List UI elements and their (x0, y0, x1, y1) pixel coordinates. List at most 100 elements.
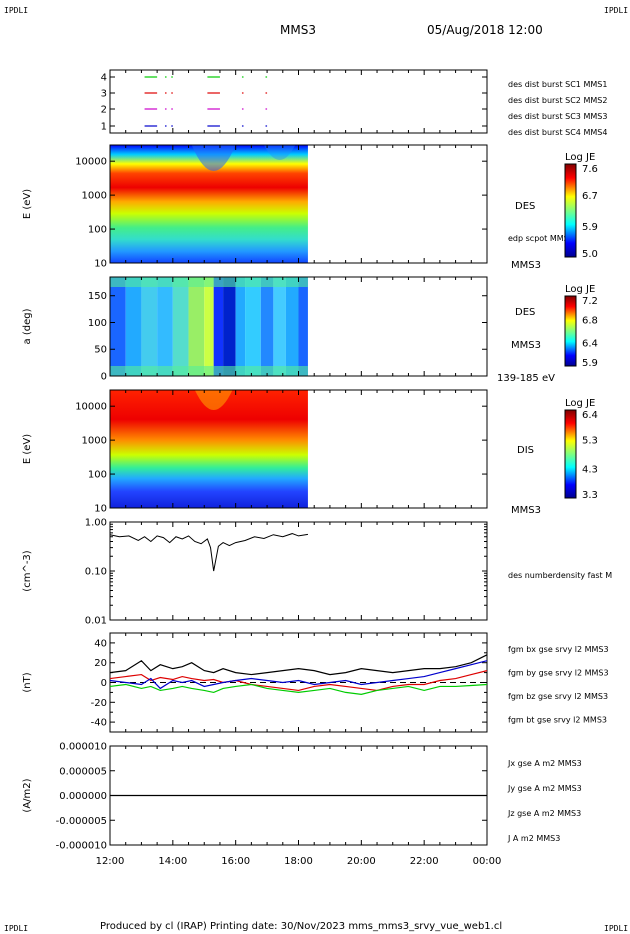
des-pitch-stripe (204, 277, 214, 376)
des-pitch-energy-label: 139-185 eV (497, 373, 555, 384)
des-pitch-ytick-label: 0 (101, 372, 107, 383)
plot-datetime: 05/Aug/2018 12:00 (427, 23, 543, 37)
fgm-ytick-label: 40 (94, 638, 107, 649)
des-pitch-colorbar-tick: 6.4 (582, 339, 598, 350)
des-pitch-colorbar-tick: 5.9 (582, 358, 598, 369)
fgm-ytick-label: -20 (91, 698, 107, 709)
des-pitch-colorbar-tick: 6.8 (582, 315, 598, 326)
dis-energy-dip (194, 390, 233, 410)
des-pitch-ytick-label: 150 (88, 291, 107, 302)
des-pitch-stripe (285, 277, 299, 376)
des-energy-dip (263, 145, 296, 160)
des-pitch-stripe (298, 277, 308, 376)
dis-energy-colorbar-title: Log JE (565, 398, 595, 409)
burst-legend-entry: des dist burst SC2 MMS2 (508, 96, 607, 105)
des-pitch-stripe (213, 277, 224, 376)
des-energy-colorbar-tick: 5.9 (582, 222, 598, 233)
time-axis-tick-label: 18:00 (284, 856, 313, 867)
fgm-legend-entry: fgm bt gse srvy l2 MMS3 (508, 716, 607, 725)
des-pitch-stripe (141, 277, 158, 376)
des-energy-colorbar-tick: 7.6 (582, 164, 598, 175)
time-axis-tick-label: 00:00 (473, 856, 502, 867)
current-ylabel: (A/m2) (22, 778, 33, 812)
des-pitch-ytick-label: 100 (88, 318, 107, 329)
des-pitch-colorbar-tick: 7.2 (582, 296, 598, 307)
density-frame (109, 521, 488, 621)
panels: 4 3 2 1 des dist burst SC1 MMS1 des dist burs… (22, 69, 612, 867)
des-energy-ytick-label: 10000 (75, 157, 107, 168)
footer-logo-right: IPDLI (604, 924, 628, 933)
ipdl-logo-right: IPDLI (604, 6, 628, 15)
plot-title: MMS3 (280, 23, 316, 37)
burst-ytick-label: 1 (101, 122, 107, 133)
burst-ytick-label: 3 (101, 89, 107, 100)
des-pitch-colorbar-title: Log JE (565, 284, 595, 295)
des-pitch-stripe (172, 277, 189, 376)
current-ytick-label: 0.000000 (59, 791, 107, 802)
burst-legend-entry: des dist burst SC3 MMS3 (508, 112, 607, 121)
des-energy-colorbar (564, 163, 577, 258)
dis-energy-sc-label: MMS3 (511, 505, 541, 516)
footer-text: Produced by cl (IRAP) Printing date: 30/… (100, 921, 502, 932)
dis-energy-ytick-label: 100 (88, 470, 107, 481)
ipdl-logo-left: IPDLI (4, 6, 28, 15)
fgm-ytick-label: 20 (94, 658, 107, 669)
des-pitch-stripe (273, 277, 286, 376)
dis-energy-colorbar-tick: 6.4 (582, 410, 598, 421)
time-axis-tick-label: 16:00 (221, 856, 250, 867)
fgm-series-by (109, 683, 488, 695)
current-ytick-label: 0.000005 (59, 766, 107, 777)
burst-panel-frame (109, 69, 488, 134)
des-pitch-species-label: DES (515, 307, 535, 318)
burst-legend-entry: des dist burst SC4 MMS4 (508, 128, 607, 137)
des-pitch-ylabel: a (deg) (22, 308, 33, 344)
current-ytick-label: -0.000010 (56, 841, 107, 852)
dis-energy-colorbar (564, 409, 577, 499)
fgm-series-bt (109, 654, 488, 676)
current-legend-entry: Jx gse A m2 MMS3 (507, 759, 582, 768)
des-pitch-edge-band (110, 366, 308, 376)
fgm-legend-entry: fgm bx gse srvy l2 MMS3 (508, 645, 609, 654)
dis-energy-ytick-label: 10000 (75, 402, 107, 413)
des-pitch-stripe (260, 277, 274, 376)
fgm-series-bx (109, 670, 488, 692)
des-pitch-stripe (235, 277, 246, 376)
des-pitch-stripe (125, 277, 142, 376)
des-pitch-colorbar (564, 295, 577, 367)
density-series-line (109, 533, 309, 572)
des-energy-dip (191, 145, 236, 171)
current-legend-entry: Jz gse A m2 MMS3 (507, 809, 581, 818)
fgm-ylabel: (nT) (22, 672, 33, 692)
des-energy-species-label: DES (515, 201, 535, 212)
burst-ytick-label: 4 (101, 73, 107, 84)
burst-legend-entry: des dist burst SC1 MMS1 (508, 80, 607, 89)
time-axis-tick-label: 22:00 (410, 856, 439, 867)
density-legend-entry: des numberdensity fast M (508, 571, 612, 580)
dis-energy-colorbar-tick: 4.3 (582, 465, 598, 476)
dis-energy-ytick-label: 1000 (82, 436, 107, 447)
fgm-legend-entry: fgm bz gse srvy l2 MMS3 (508, 692, 608, 701)
dis-energy-ytick-label: 10 (94, 504, 107, 515)
des-pitch-stripe (245, 277, 261, 376)
density-ytick-label: 1.00 (85, 518, 107, 529)
des-pitch-ytick-label: 50 (94, 345, 107, 356)
burst-ytick-label: 2 (101, 105, 107, 116)
des-energy-colorbar-title: Log JE (565, 152, 595, 163)
des-pitch-sc-label: MMS3 (511, 340, 541, 351)
des-pitch-stripe (223, 277, 236, 376)
des-energy-ylabel: E (eV) (22, 189, 33, 219)
dis-energy-species-label: DIS (517, 445, 534, 456)
current-legend-entry: Jy gse A m2 MMS3 (507, 784, 582, 793)
fgm-ytick-label: 0 (101, 678, 107, 689)
density-ytick-label: 0.01 (85, 616, 107, 627)
des-energy-sc-label: MMS3 (511, 260, 541, 271)
des-energy-ytick-label: 10 (94, 259, 107, 270)
dis-energy-colorbar-tick: 3.3 (582, 490, 598, 501)
current-ytick-label: 0.000010 (59, 742, 107, 753)
dis-energy-colorbar-tick: 5.3 (582, 435, 598, 446)
time-axis-tick-label: 20:00 (347, 856, 376, 867)
current-legend-entry: J A m2 MMS3 (507, 834, 560, 843)
des-pitch-stripe (157, 277, 173, 376)
des-energy-ytick-label: 1000 (82, 191, 107, 202)
